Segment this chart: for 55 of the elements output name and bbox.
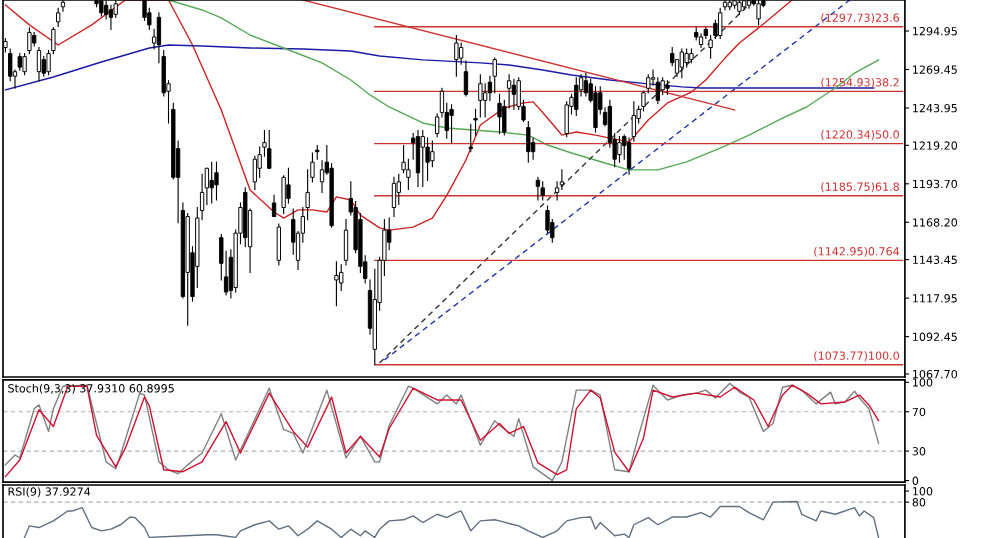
candlestick <box>204 167 210 206</box>
candlestick <box>434 113 440 138</box>
candlestick <box>473 108 478 136</box>
y-tick-label: 1294.95 <box>913 26 957 36</box>
candlestick <box>108 4 114 30</box>
y-tick-label: 70 <box>912 407 926 417</box>
candlestick <box>454 34 459 77</box>
candlestick <box>463 60 469 97</box>
candlestick <box>646 74 651 94</box>
candlestick <box>540 181 545 201</box>
candlestick <box>36 46 42 82</box>
y-tick-label: 0 <box>912 476 919 485</box>
series-label: (1073.77)100.0 <box>814 351 899 362</box>
y-tick-label: 1117.95 <box>913 294 957 303</box>
candlestick <box>650 69 656 86</box>
series-label: (1185.75)61.8 <box>821 182 899 193</box>
chart-title: RSI(9) 37.9274 <box>8 487 91 498</box>
candlestick <box>559 169 565 190</box>
y-tick-label: 1243.95 <box>913 103 957 113</box>
candlestick <box>468 123 473 153</box>
candlestick <box>583 72 589 97</box>
y-tick-label: 100 <box>913 378 933 387</box>
candlestick <box>482 83 488 118</box>
candlestick <box>554 181 560 201</box>
candlestick <box>511 78 517 110</box>
series-label: (1297.73)23.6 <box>821 13 900 24</box>
y-tick-label: 1193.70 <box>913 179 958 189</box>
y-tick-label: 1219.20 <box>913 141 958 150</box>
candlestick <box>271 194 277 218</box>
y-tick-label: 80 <box>912 498 926 507</box>
y-tick-label: 30 <box>912 447 926 456</box>
y-tick-label: 1143.45 <box>913 255 957 265</box>
series-label: (1142.95)0.764 <box>814 246 900 257</box>
y-tick-label: 100 <box>913 487 933 496</box>
candlestick <box>478 74 483 118</box>
candlestick <box>631 101 637 142</box>
candlestick <box>535 176 541 201</box>
y-tick-label: 1269.45 <box>913 65 957 74</box>
y-tick-label: 1092.45 <box>913 332 957 341</box>
line-series <box>23 500 880 538</box>
series-label: (1220.34)50.0 <box>821 130 899 140</box>
candlestick <box>655 77 661 104</box>
candlestick <box>305 169 310 221</box>
y-tick-label: 1067.70 <box>913 369 958 379</box>
candlestick <box>51 27 56 55</box>
candlestick <box>319 160 325 193</box>
y-tick-label: 1168.20 <box>913 218 958 227</box>
candlestick <box>641 90 646 112</box>
candlestick <box>458 42 464 65</box>
candlestick <box>708 34 713 59</box>
candlestick <box>262 129 267 157</box>
candlestick <box>252 155 258 190</box>
candlestick <box>310 152 315 183</box>
candlestick <box>56 7 61 27</box>
candlestick <box>267 129 272 169</box>
